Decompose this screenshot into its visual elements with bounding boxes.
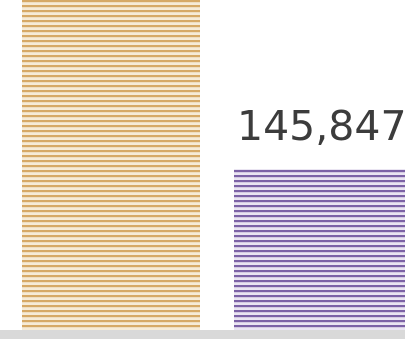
bar-1 xyxy=(22,0,200,330)
x-axis-line xyxy=(0,330,405,339)
bar-2-data-label: 145,847 xyxy=(237,102,405,150)
bar-2 xyxy=(234,169,405,330)
